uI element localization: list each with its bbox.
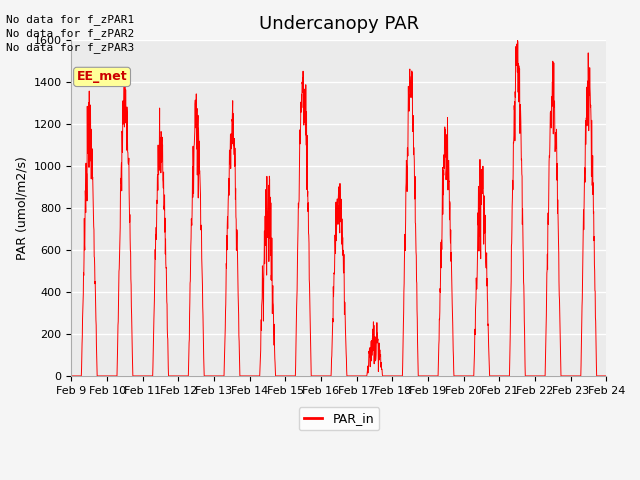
Text: EE_met: EE_met <box>77 71 127 84</box>
Text: No data for f_zPAR3: No data for f_zPAR3 <box>6 42 134 53</box>
Text: No data for f_zPAR1: No data for f_zPAR1 <box>6 13 134 24</box>
Title: Undercanopy PAR: Undercanopy PAR <box>259 15 419 33</box>
Text: No data for f_zPAR2: No data for f_zPAR2 <box>6 28 134 39</box>
Legend: PAR_in: PAR_in <box>299 407 379 430</box>
Y-axis label: PAR (umol/m2/s): PAR (umol/m2/s) <box>15 156 28 260</box>
